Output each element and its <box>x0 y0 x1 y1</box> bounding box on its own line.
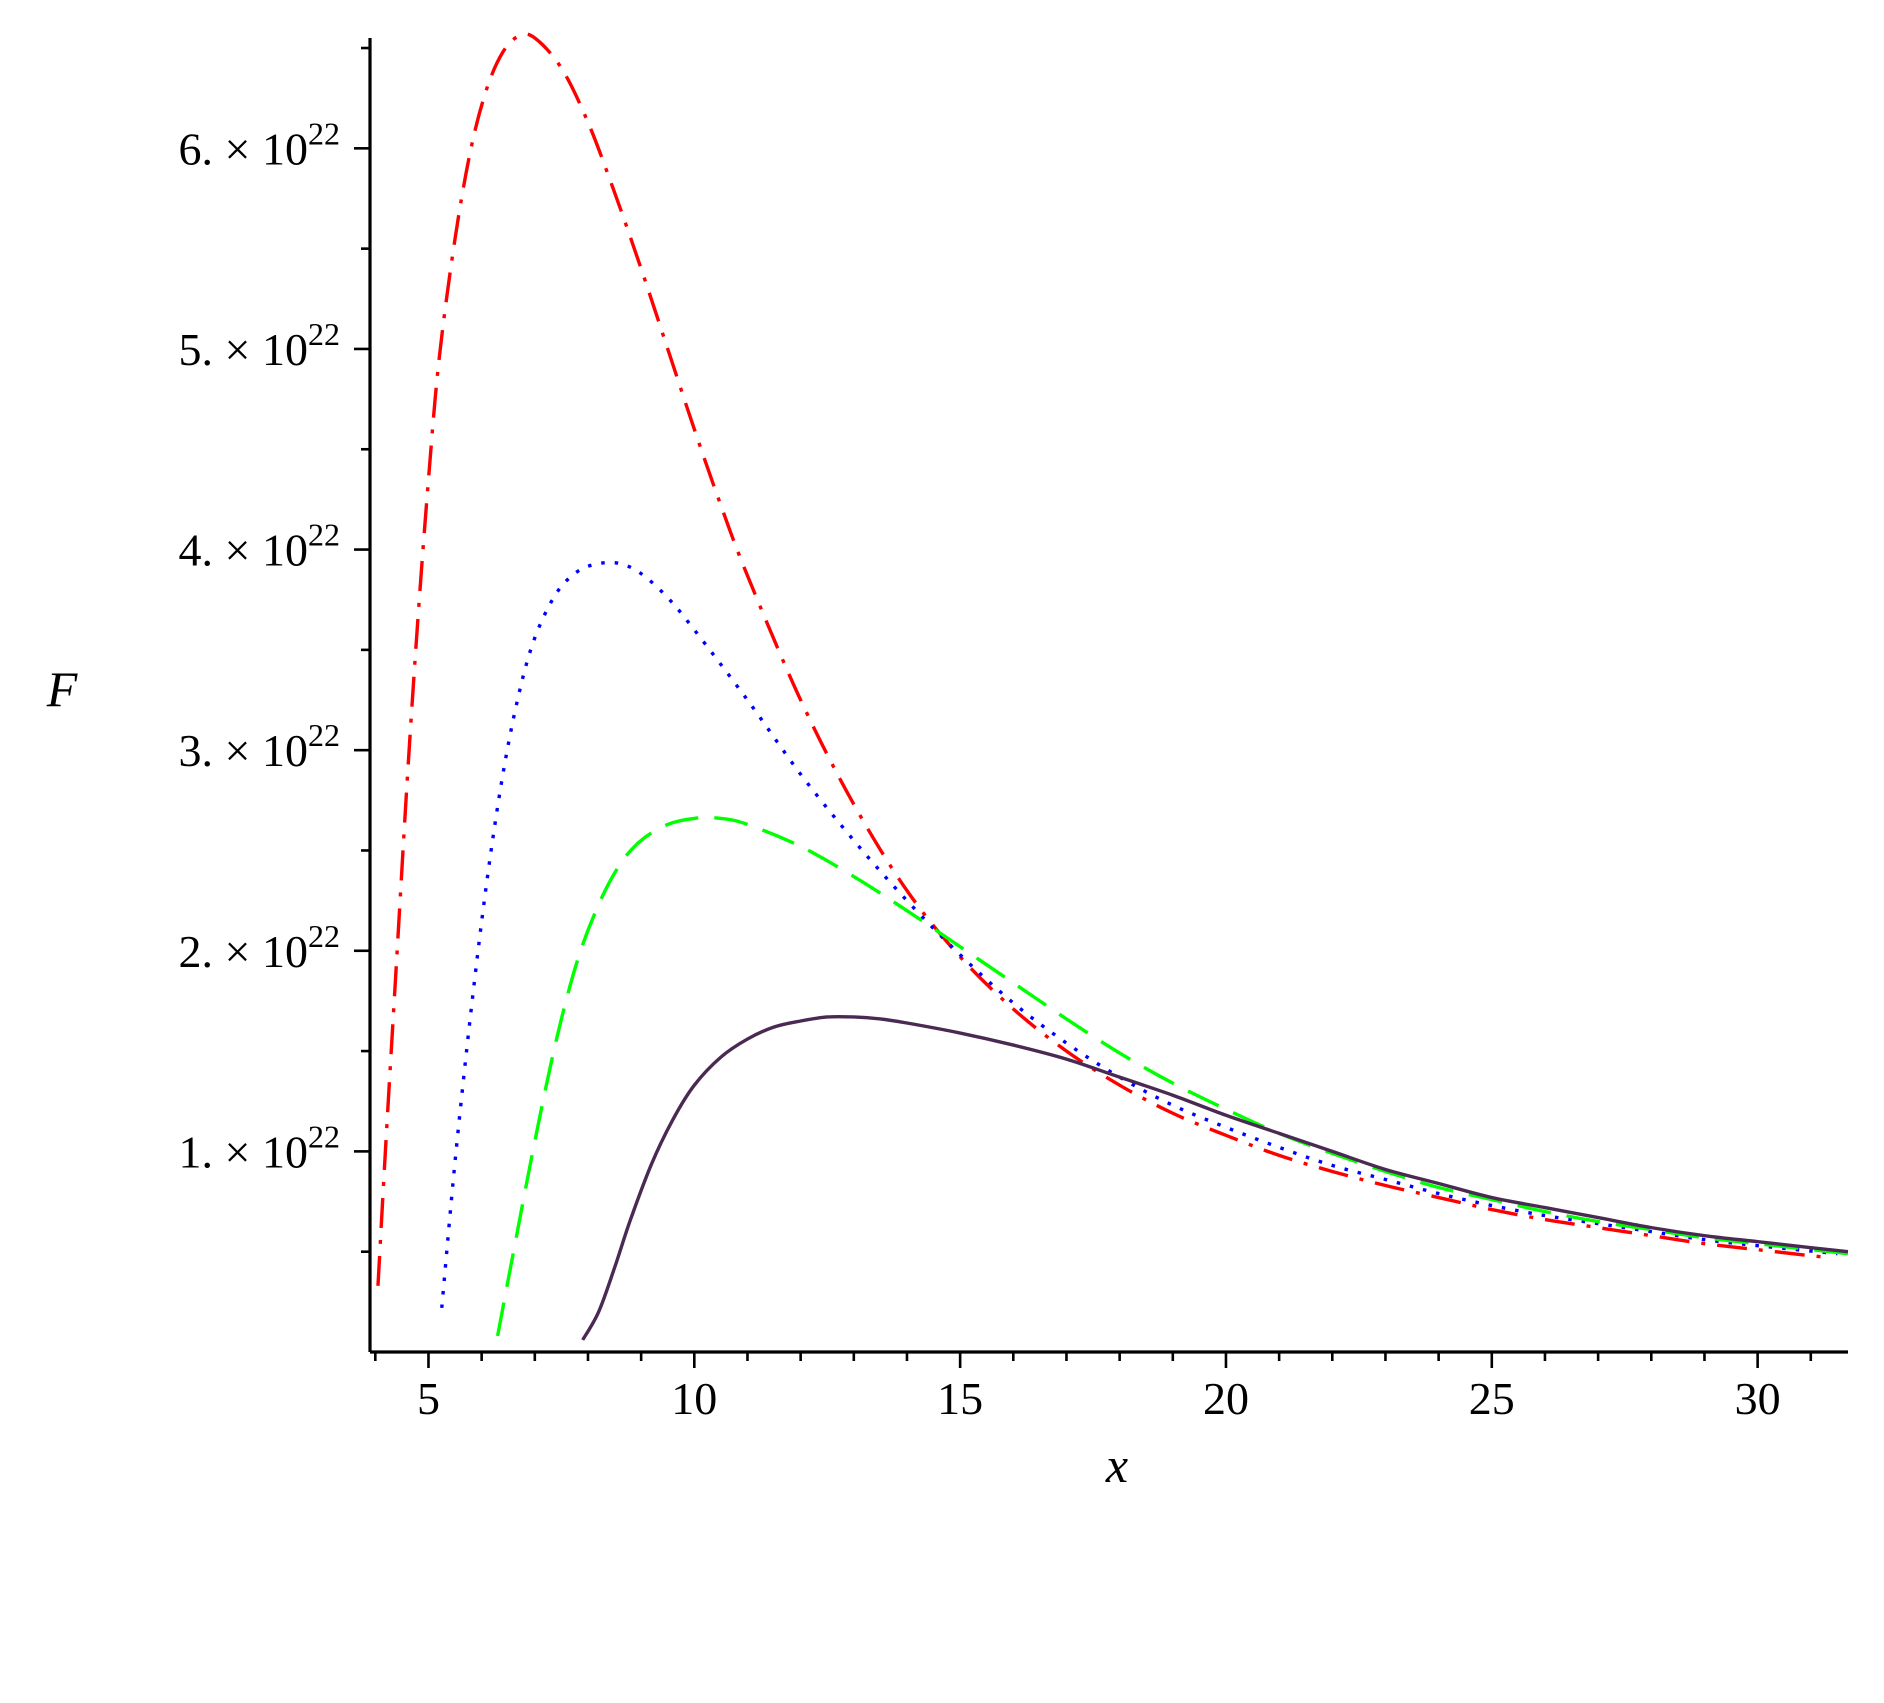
series-line-4 <box>581 1014 1849 1341</box>
series-layer <box>376 32 1849 1341</box>
y-tick-mantissa: 1. × 10 <box>179 1126 308 1177</box>
y-tick-exponent: 22 <box>308 717 340 753</box>
y-axis-title: F <box>46 661 78 717</box>
y-tick-mantissa: 2. × 10 <box>179 926 308 977</box>
y-tick-label: 3. × 1022 <box>179 717 340 776</box>
x-tick-label: 5 <box>417 1373 440 1424</box>
y-tick-exponent: 22 <box>308 918 340 954</box>
ticks-layer <box>354 46 1813 1368</box>
x-tick-label: 25 <box>1469 1373 1515 1424</box>
y-tick-mantissa: 3. × 10 <box>179 725 308 776</box>
x-tick-label: 10 <box>671 1373 717 1424</box>
y-tick-mantissa: 6. × 10 <box>179 123 308 174</box>
x-tick-label: 15 <box>937 1373 983 1424</box>
y-tick-label: 1. × 1022 <box>179 1118 340 1177</box>
series-line-2 <box>440 560 1838 1309</box>
y-tick-mantissa: 4. × 10 <box>179 525 308 576</box>
series-line-1 <box>376 32 1833 1286</box>
y-tick-exponent: 22 <box>308 115 340 151</box>
y-tick-label: 6. × 1022 <box>179 115 340 174</box>
y-tick-exponent: 22 <box>308 1118 340 1154</box>
y-tick-mantissa: 5. × 10 <box>179 324 308 375</box>
y-tick-exponent: 22 <box>308 316 340 352</box>
y-tick-label: 5. × 1022 <box>179 316 340 375</box>
axes-layer <box>368 38 1848 1354</box>
y-tick-label: 4. × 1022 <box>179 517 340 576</box>
x-axis-title: x <box>1105 1437 1128 1493</box>
y-tick-label: 2. × 1022 <box>179 918 340 977</box>
x-tick-label: 20 <box>1203 1373 1249 1424</box>
series-line-3 <box>495 815 1849 1337</box>
y-tick-exponent: 22 <box>308 517 340 553</box>
x-tick-label: 30 <box>1735 1373 1781 1424</box>
